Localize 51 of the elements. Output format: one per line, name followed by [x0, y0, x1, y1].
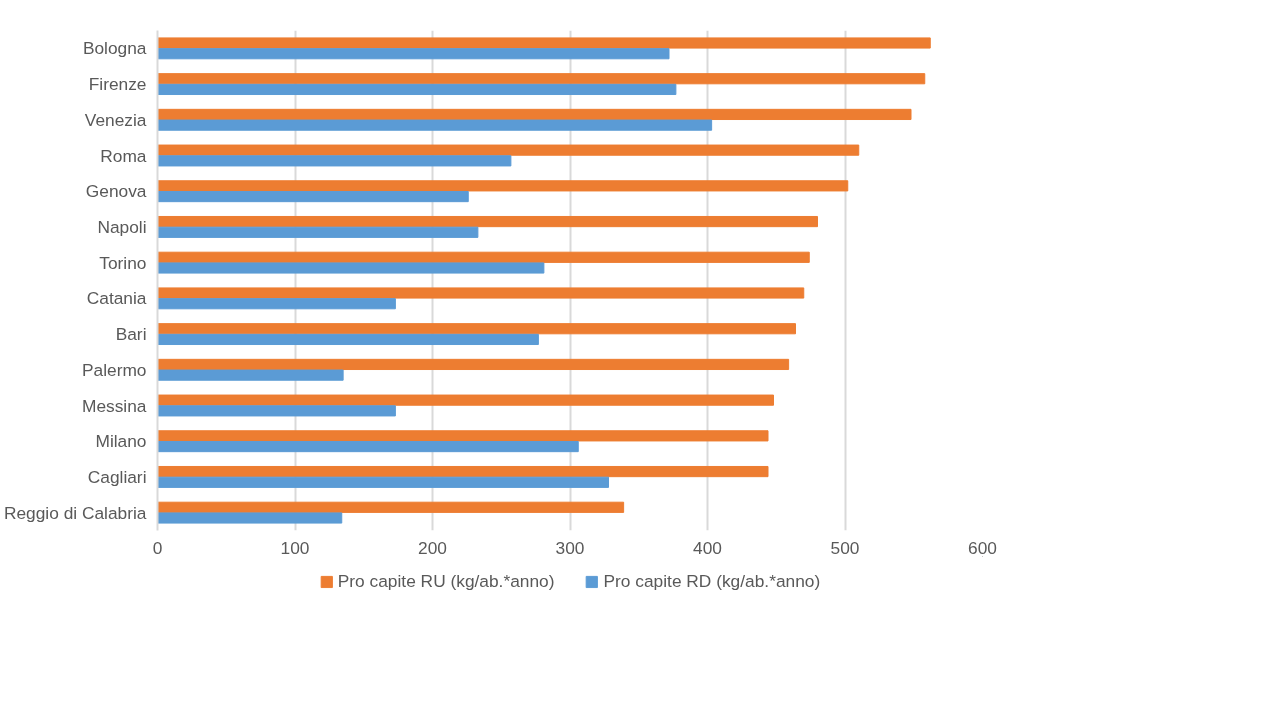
x-tick-label: 600 [968, 537, 997, 558]
bar [157, 251, 810, 263]
y-tick-label: Roma [100, 145, 147, 166]
x-tick-label: 200 [418, 537, 447, 558]
bar [157, 512, 343, 524]
bar [157, 83, 677, 96]
y-tick-label: Palermo [81, 359, 147, 380]
bar [157, 73, 926, 85]
bar [157, 37, 931, 49]
bar [157, 119, 713, 131]
y-tick-label: Cagliari [87, 466, 147, 487]
bar [157, 108, 912, 121]
bar [157, 262, 545, 274]
bar [157, 298, 396, 310]
bar [157, 190, 469, 203]
y-tick-label: Napoli [97, 216, 147, 237]
bar [157, 333, 539, 346]
x-tick-label: 100 [280, 537, 310, 558]
bar [157, 287, 805, 299]
x-tick-label: 300 [555, 537, 585, 558]
bar [157, 369, 344, 381]
y-tick-label: Milano [95, 431, 147, 452]
x-tick-label: 400 [693, 537, 722, 558]
y-tick-label: Firenze [88, 74, 147, 95]
bar [157, 226, 479, 238]
y-tick-label: Reggio di Calabria [3, 502, 147, 523]
bar [157, 323, 796, 335]
bar [157, 144, 860, 156]
y-tick-label: Torino [99, 252, 147, 273]
bar [157, 215, 818, 228]
bar [157, 155, 512, 167]
y-tick-label: Bologna [82, 38, 147, 59]
legend-label: Pro capite RU (kg/ab.*anno) [337, 570, 555, 592]
y-tick-label: Catania [86, 288, 147, 309]
y-tick-label: Messina [81, 395, 147, 416]
bar [157, 180, 849, 192]
bar [157, 405, 396, 417]
y-tick-label: Genova [85, 181, 147, 202]
y-tick-label: Venezia [84, 109, 147, 130]
bar [157, 48, 670, 60]
x-tick-label: 0 [152, 537, 163, 558]
bar [157, 430, 769, 442]
bar [157, 358, 790, 371]
y-tick-label: Bari [115, 324, 147, 345]
bar [157, 440, 579, 453]
bar [157, 394, 774, 406]
legend-label: Pro capite RD (kg/ab.*anno) [603, 570, 821, 592]
bar [157, 465, 769, 478]
x-tick-label: 500 [830, 537, 860, 558]
bar [157, 501, 625, 513]
bar [157, 476, 609, 488]
